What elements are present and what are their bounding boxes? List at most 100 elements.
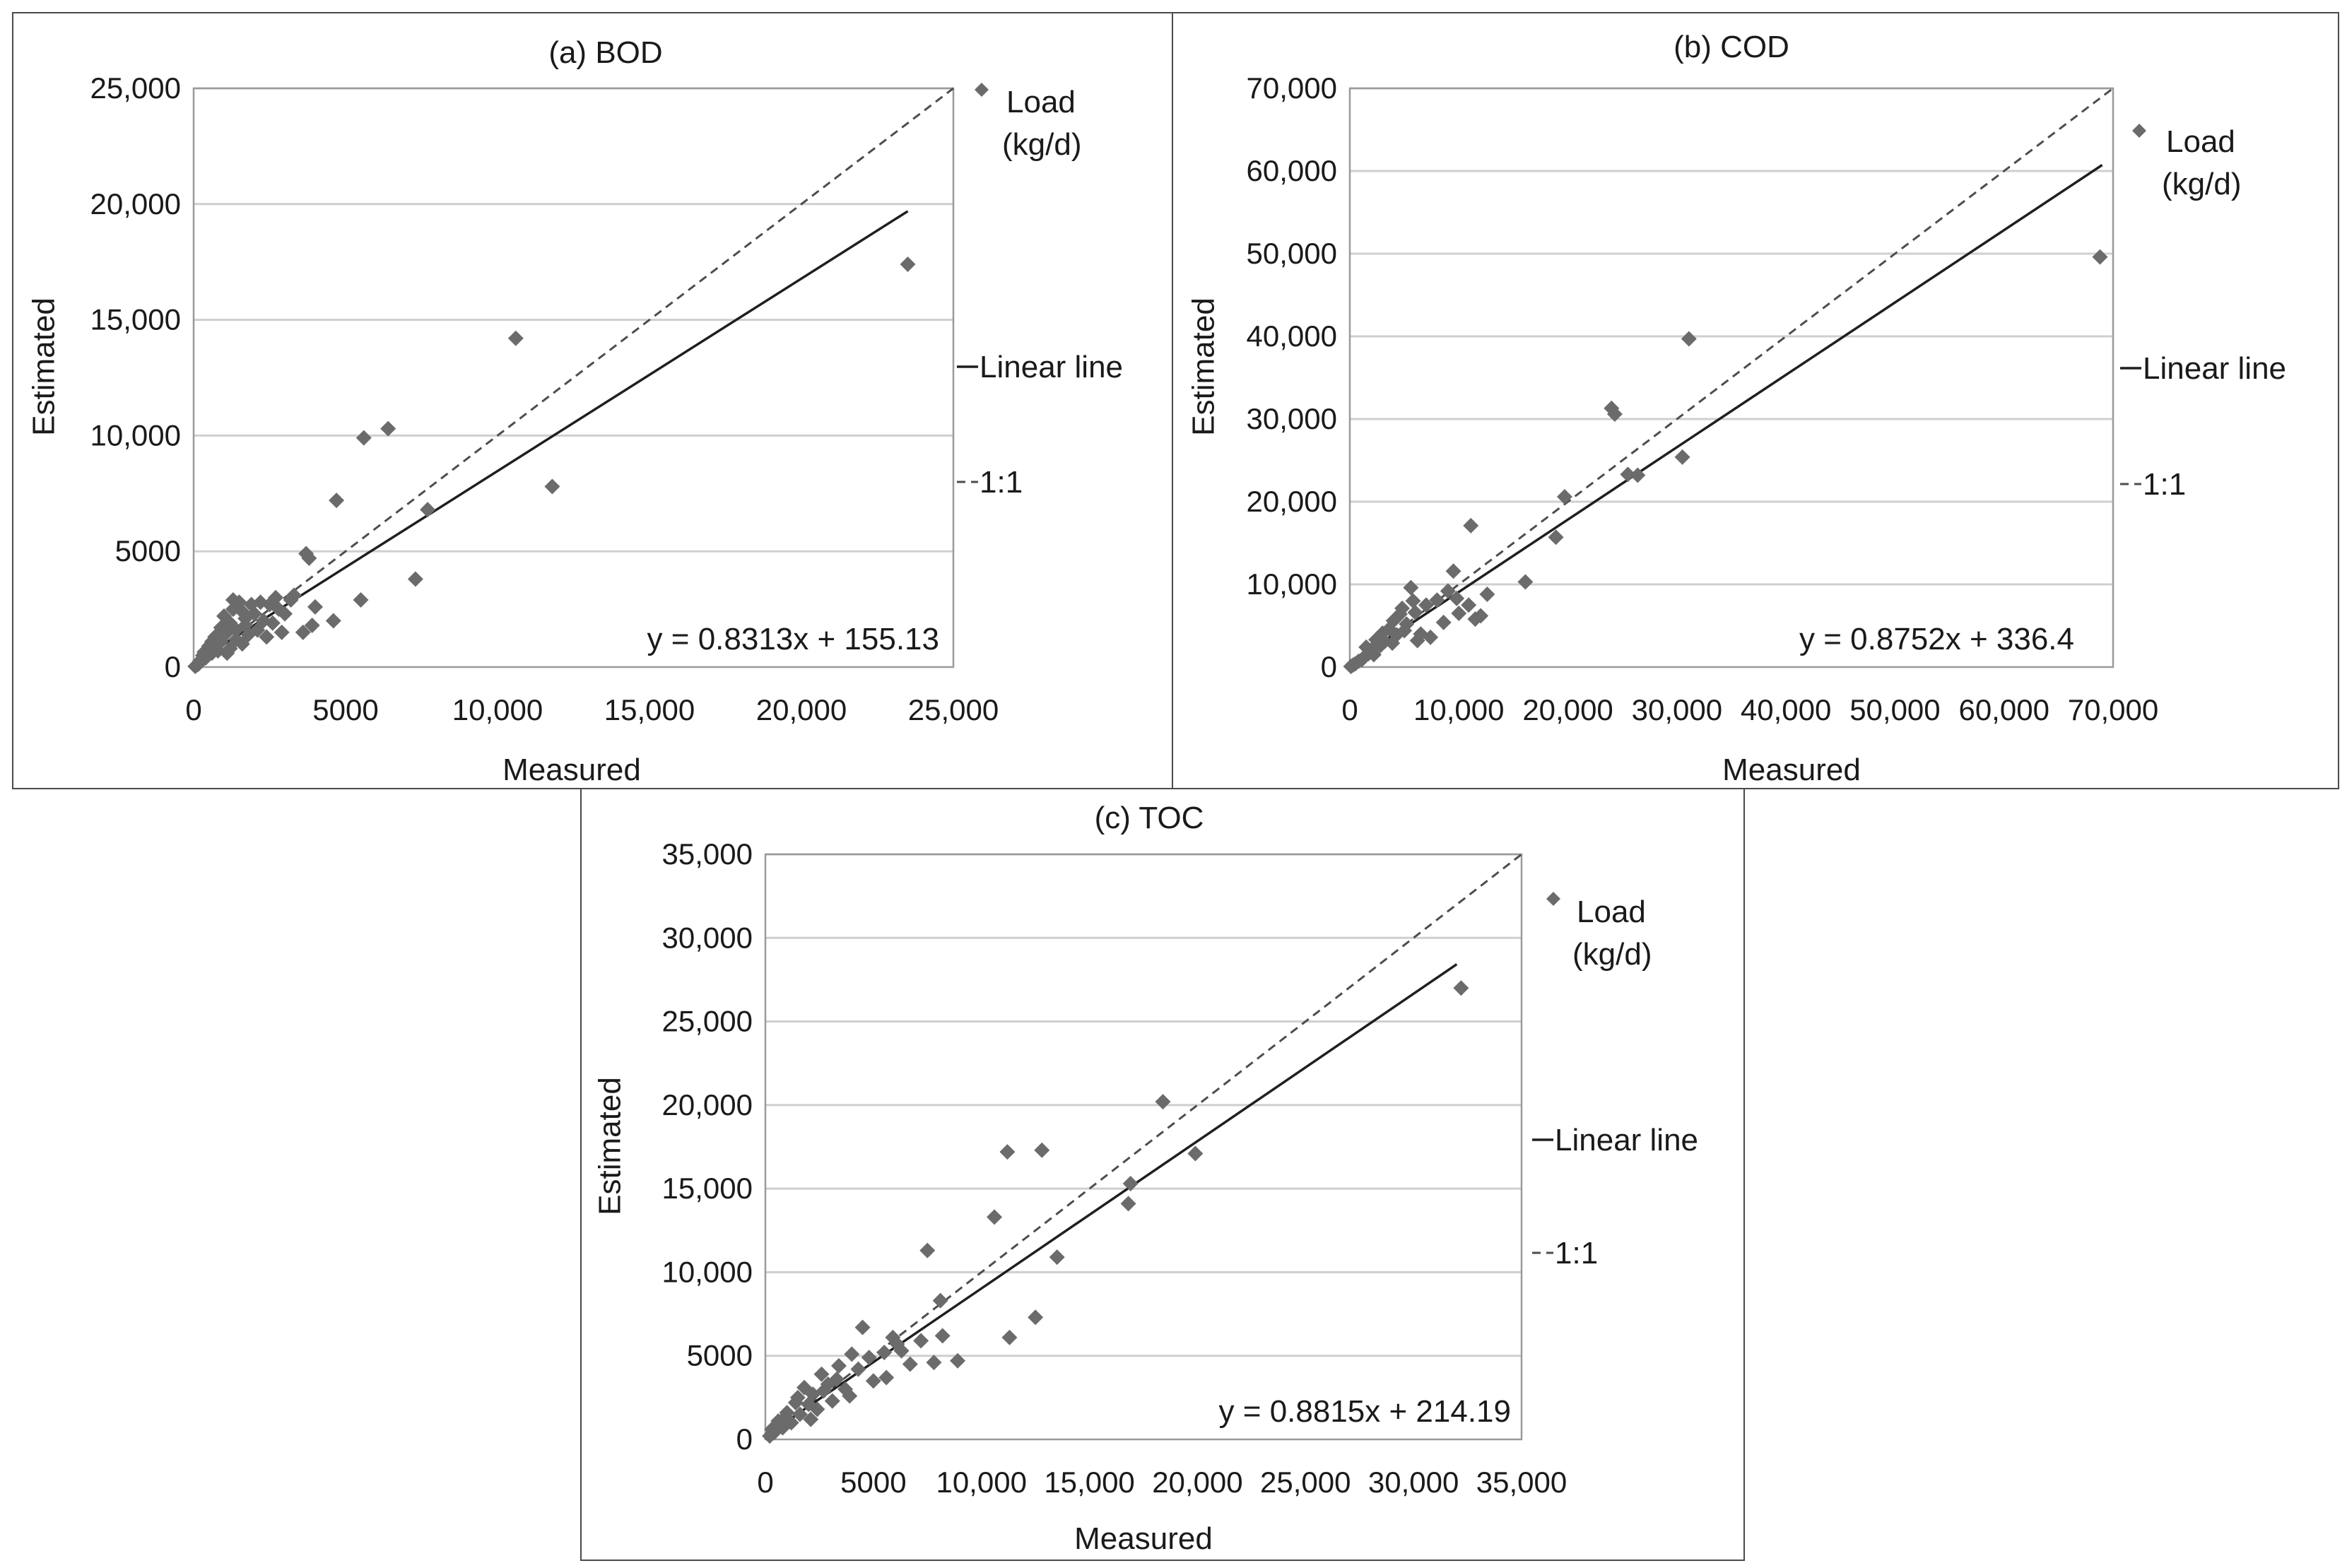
bod-linear-fit-line xyxy=(193,210,909,665)
toc-data-point xyxy=(1001,1329,1018,1345)
cod-data-point xyxy=(1467,611,1483,627)
cod-x-tick-label: 0 xyxy=(1341,693,1358,726)
cod-y-tick-label: 20,000 xyxy=(1247,485,1337,518)
cod-data-point xyxy=(1407,604,1423,620)
toc-legend-marker-points xyxy=(1546,892,1560,906)
bod-data-point xyxy=(273,624,290,640)
cod-data-point xyxy=(1473,608,1489,624)
toc-data-point xyxy=(934,1328,951,1344)
bod-y-tick-label: 20,000 xyxy=(90,187,181,220)
cod-data-point xyxy=(1409,632,1425,649)
toc-data-point xyxy=(919,1242,936,1258)
cod-data-point xyxy=(1606,406,1623,422)
toc-regression-equation: y = 0.8815x + 214.19 xyxy=(1219,1394,1511,1429)
toc-data-point xyxy=(1453,980,1469,996)
toc-y-tick-label: 25,000 xyxy=(662,1005,753,1038)
cod-data-point xyxy=(1343,659,1359,675)
toc-data-point xyxy=(926,1355,942,1371)
cod-one-to-one-line xyxy=(1349,87,2114,668)
bod-regression-equation: y = 0.8313x + 155.13 xyxy=(647,622,939,656)
cod-data-point xyxy=(1620,466,1636,483)
toc-x-tick-label: 5000 xyxy=(840,1466,906,1499)
toc-x-tick-label: 20,000 xyxy=(1152,1466,1242,1499)
toc-legend-label-points-unit: (kg/d) xyxy=(1572,937,1652,972)
cod-x-tick-label: 30,000 xyxy=(1632,693,1722,726)
toc-y-tick-label: 35,000 xyxy=(662,837,753,871)
cod-x-tick-label: 50,000 xyxy=(1849,693,1940,726)
cod-data-point xyxy=(1396,623,1413,639)
cod-legend-label-points-unit: (kg/d) xyxy=(2162,167,2241,201)
toc-data-point xyxy=(999,1144,1016,1160)
toc-data-point xyxy=(789,1389,806,1405)
toc-y-tick-label: 0 xyxy=(736,1422,753,1456)
toc-data-point xyxy=(850,1361,866,1377)
toc-legend-label-fit: Linear line xyxy=(1555,1123,1698,1157)
bod-plot-area xyxy=(192,87,955,668)
toc-y-tick-label: 30,000 xyxy=(662,921,753,954)
bod-legend-label-points-unit: (kg/d) xyxy=(1002,127,1081,162)
cod-regression-equation: y = 0.8752x + 336.4 xyxy=(1799,622,2074,656)
bod-chart-title: (a) BOD xyxy=(548,35,662,70)
cod-legend-marker-points xyxy=(2132,124,2146,138)
toc-data-point xyxy=(1155,1094,1171,1110)
cod-y-tick-label: 70,000 xyxy=(1247,71,1337,105)
bod-data-point xyxy=(900,256,916,272)
cod-data-point xyxy=(1358,639,1375,655)
cod-data-point xyxy=(1461,597,1477,613)
bod-data-point xyxy=(225,591,241,608)
toc-data-point xyxy=(1120,1196,1136,1212)
toc-data-point xyxy=(878,1369,895,1386)
bod-y-tick-label: 15,000 xyxy=(90,303,181,336)
toc-data-point xyxy=(830,1357,847,1374)
cod-chart-panel: 0 10,000 20,000 30,000 40,000 50,000 60,000 70,… xyxy=(1172,12,2339,789)
toc-data-point xyxy=(1034,1142,1050,1158)
toc-y-tick-label: 20,000 xyxy=(662,1088,753,1121)
bod-data-point xyxy=(234,603,250,620)
bod-legend-label-points: Load xyxy=(1006,85,1076,119)
bod-data-point xyxy=(380,420,396,437)
toc-chart-panel: 0 5000 10,000 15,000 20,000 25,000 30,000 35,00… xyxy=(580,788,1745,1561)
toc-y-axis-label: Estimated xyxy=(593,1077,628,1215)
cod-y-tick-label: 60,000 xyxy=(1247,154,1337,187)
bod-data-point xyxy=(329,493,345,509)
bod-x-tick-label: 20,000 xyxy=(756,693,847,726)
toc-data-point xyxy=(803,1411,819,1427)
toc-data-point xyxy=(854,1319,871,1336)
bod-x-tick-label: 5000 xyxy=(312,693,378,726)
bod-data-point xyxy=(268,589,284,606)
bod-data-point xyxy=(237,618,254,634)
bod-data-point xyxy=(353,591,369,608)
cod-y-tick-label: 30,000 xyxy=(1247,402,1337,435)
toc-data-point xyxy=(1049,1249,1065,1266)
toc-data-point xyxy=(1122,1176,1139,1192)
cod-data-point xyxy=(1449,590,1465,606)
toc-data-point xyxy=(902,1356,918,1372)
cod-data-point xyxy=(1548,529,1564,546)
bod-data-point xyxy=(228,631,245,647)
cod-y-axis-label: Estimated xyxy=(1187,297,1221,436)
cod-data-point xyxy=(1451,605,1467,621)
cod-data-point xyxy=(1463,517,1479,534)
cod-chart-title: (b) COD xyxy=(1674,30,1789,64)
cod-y-tick-label: 10,000 xyxy=(1247,567,1337,601)
toc-data-point xyxy=(796,1379,813,1396)
cod-plot-area xyxy=(1348,87,2114,668)
cod-data-point xyxy=(1399,616,1415,632)
bod-x-tick-label: 10,000 xyxy=(452,693,543,726)
toc-chart: 0 5000 10,000 15,000 20,000 25,000 30,000 35,00… xyxy=(593,801,1698,1556)
bod-y-tick-label: 0 xyxy=(165,650,181,683)
toc-y-tick-label: 15,000 xyxy=(662,1172,753,1205)
toc-data-point xyxy=(861,1350,877,1366)
bod-data-point xyxy=(204,633,220,649)
toc-x-tick-label: 30,000 xyxy=(1368,1466,1459,1499)
bod-data-point xyxy=(213,620,229,636)
cod-legend-label-points: Load xyxy=(2166,124,2235,159)
cod-y-tick-label: 50,000 xyxy=(1247,237,1337,270)
cod-chart: 0 10,000 20,000 30,000 40,000 50,000 60,000 70,… xyxy=(1187,30,2286,787)
cod-data-point xyxy=(1681,331,1697,347)
cod-x-tick-label: 60,000 xyxy=(1958,693,2049,726)
cod-data-point xyxy=(2092,249,2108,265)
toc-x-tick-label: 25,000 xyxy=(1260,1466,1351,1499)
toc-data-point xyxy=(1028,1309,1044,1326)
toc-data-point xyxy=(762,1428,778,1444)
